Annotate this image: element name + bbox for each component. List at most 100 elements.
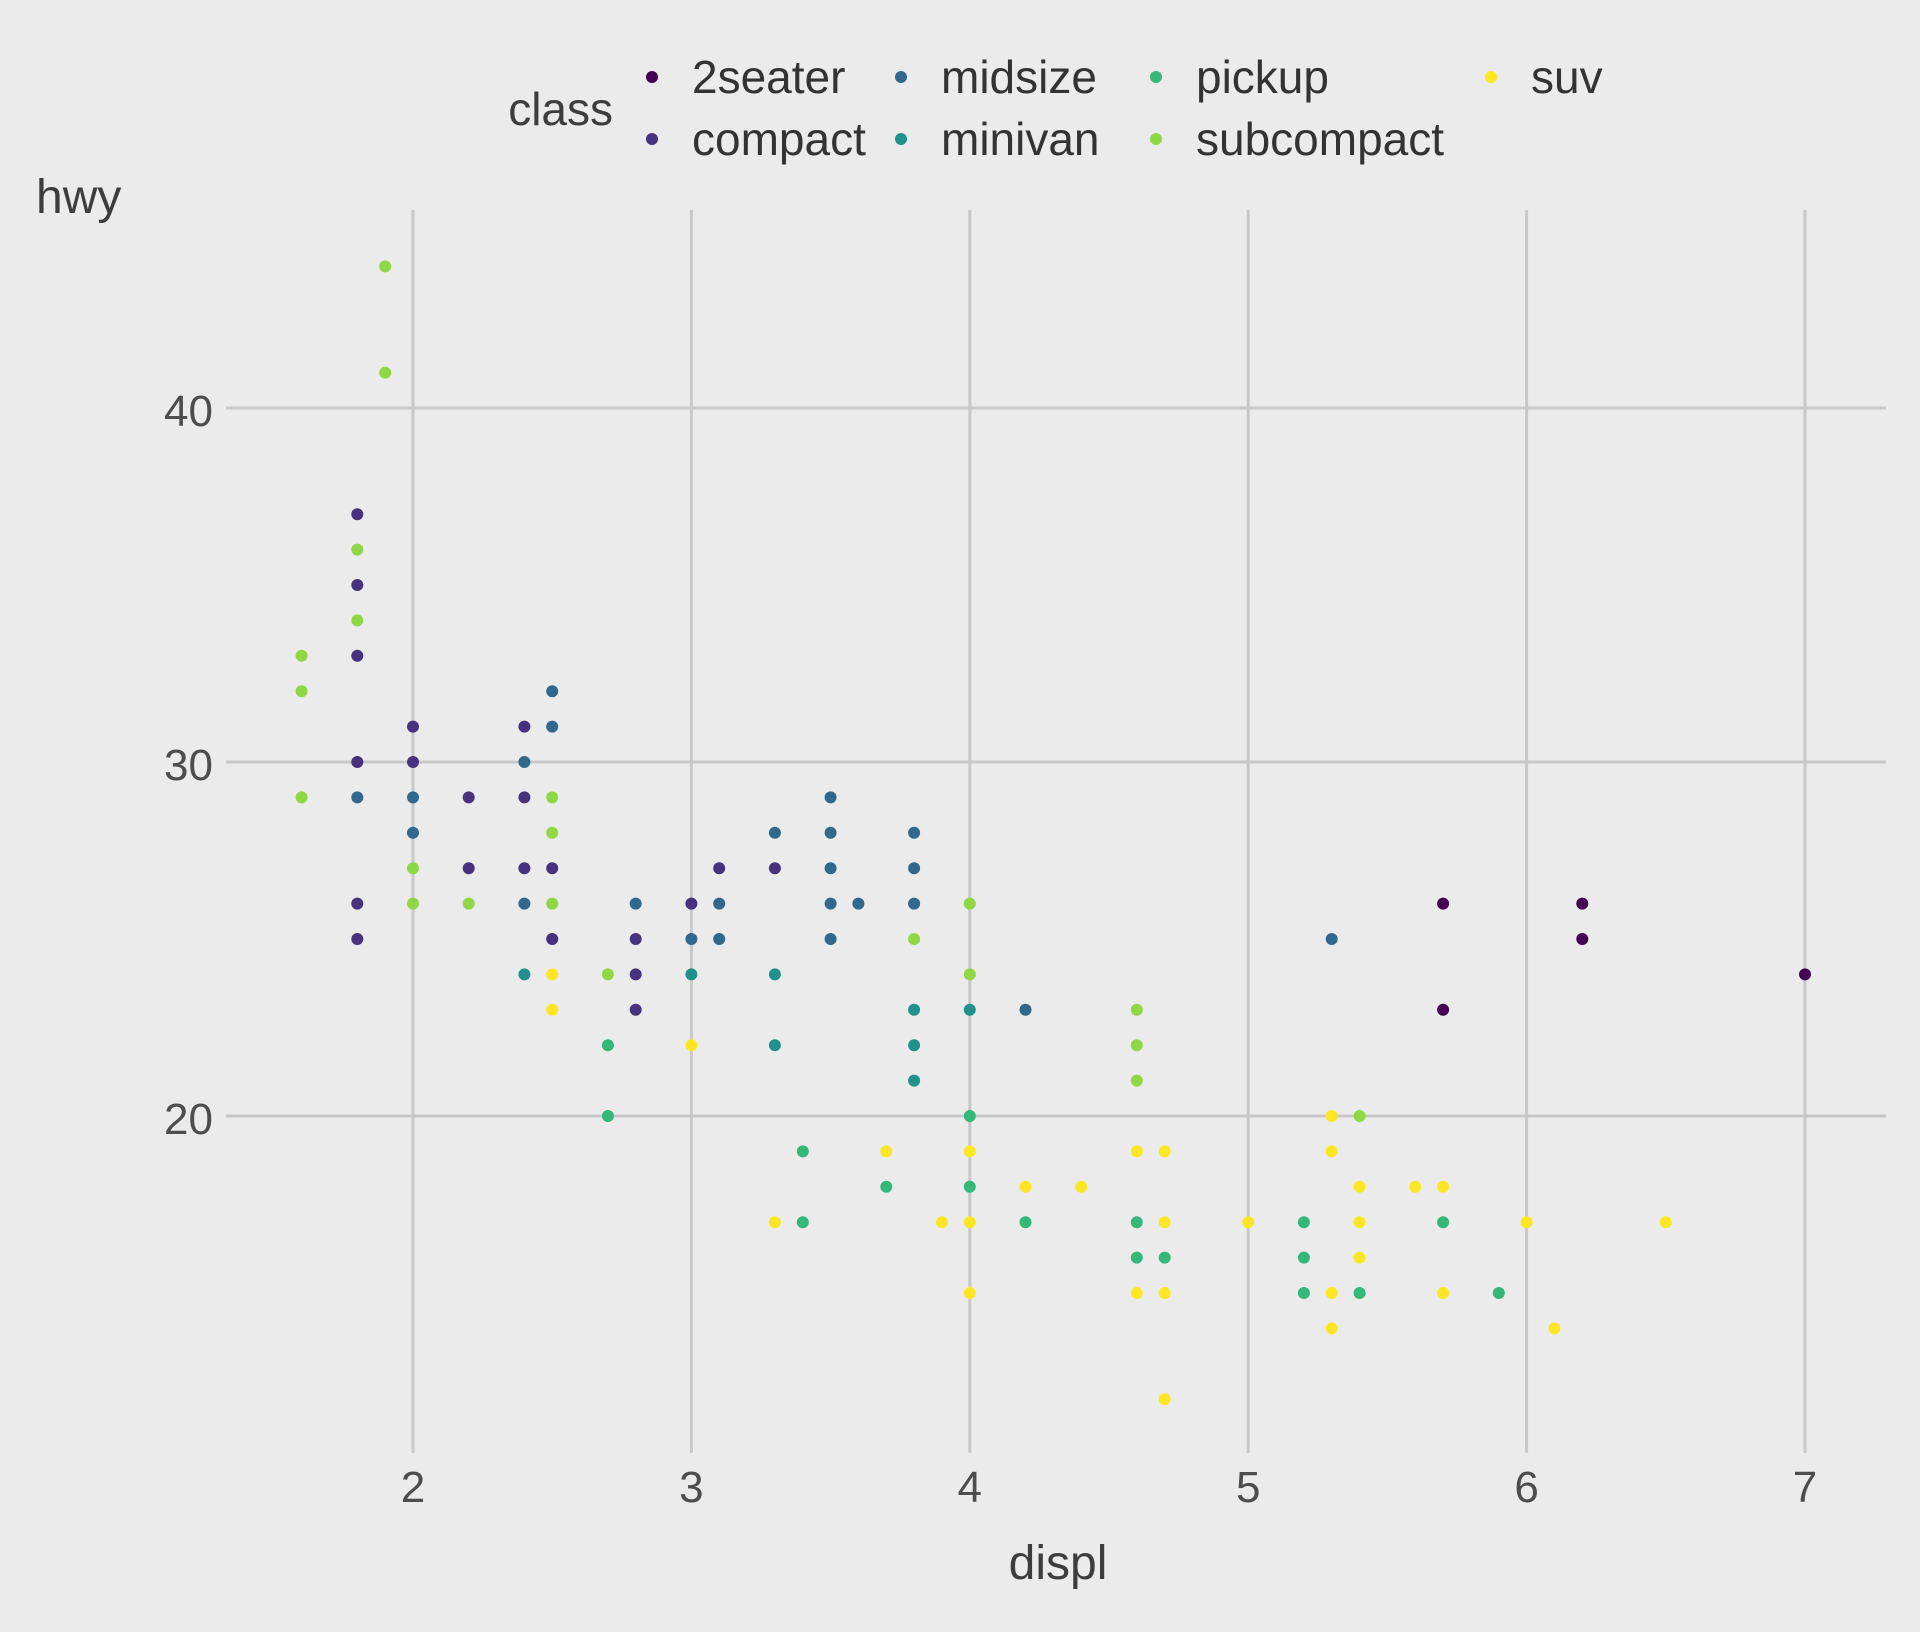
point-subcompact	[1130, 1039, 1143, 1052]
point-suv	[1325, 1287, 1338, 1299]
y-axis-title: hwy	[36, 171, 122, 224]
point-pickup	[1353, 1287, 1366, 1299]
point-suv	[1242, 1216, 1255, 1229]
x-tick-label: 6	[1514, 1463, 1539, 1512]
point-subcompact	[351, 543, 364, 556]
legend-dot-2seater	[646, 71, 658, 83]
point-pickup	[601, 1039, 614, 1052]
legend-dot-suv	[1485, 71, 1497, 83]
point-suv	[1353, 1216, 1366, 1229]
point-suv	[963, 1145, 976, 1158]
point-compact	[518, 720, 531, 733]
legend-item-subcompact: subcompact	[1150, 113, 1445, 165]
point-subcompact	[601, 968, 614, 981]
point-midsize	[824, 826, 837, 839]
point-compact	[713, 862, 726, 875]
point-suv	[1019, 1180, 1032, 1193]
point-subcompact	[908, 933, 921, 945]
point-suv	[1409, 1180, 1422, 1193]
point-compact	[768, 862, 781, 875]
point-subcompact	[379, 366, 392, 379]
point-pickup	[1130, 1216, 1143, 1229]
legend-item-minivan: minivan	[895, 113, 1100, 165]
legend-label: compact	[692, 113, 866, 165]
point-midsize	[908, 826, 921, 839]
legend-dot-pickup	[1150, 71, 1162, 83]
point-pickup	[880, 1180, 893, 1193]
point-midsize	[713, 933, 726, 945]
point-pickup	[963, 1110, 976, 1122]
x-tick-label: 2	[400, 1463, 426, 1512]
point-compact	[629, 933, 642, 945]
point-compact	[462, 791, 475, 804]
point-subcompact	[295, 791, 308, 804]
point-suv	[1130, 1287, 1143, 1299]
point-suv	[1353, 1180, 1366, 1193]
legend-dot-midsize	[895, 71, 907, 83]
point-midsize	[546, 685, 559, 698]
point-suv	[546, 968, 559, 981]
point-pickup	[1437, 1216, 1450, 1229]
point-midsize	[518, 897, 531, 910]
legend-label: minivan	[941, 113, 1100, 165]
point-subcompact	[1130, 1074, 1143, 1087]
point-minivan	[685, 968, 698, 981]
point-subcompact	[407, 862, 419, 875]
point-subcompact	[963, 968, 976, 981]
point-subcompact	[295, 649, 308, 662]
point-compact	[407, 756, 419, 768]
x-tick-label: 3	[679, 1463, 704, 1512]
point-minivan	[908, 1074, 921, 1087]
point-suv	[936, 1216, 948, 1229]
x-tick-label: 7	[1792, 1463, 1818, 1512]
point-midsize	[351, 791, 364, 804]
y-tick-label: 40	[164, 387, 213, 436]
legend-item-midsize: midsize	[895, 51, 1097, 103]
point-2seater	[1576, 933, 1589, 945]
point-pickup	[963, 1180, 976, 1193]
point-suv	[963, 1216, 976, 1229]
point-suv	[1325, 1110, 1338, 1122]
point-midsize	[824, 933, 837, 945]
point-suv	[1659, 1216, 1672, 1229]
point-suv	[1075, 1180, 1088, 1193]
legend-label: pickup	[1196, 51, 1329, 103]
point-compact	[518, 791, 531, 804]
legend-label: suv	[1531, 51, 1603, 103]
point-subcompact	[462, 897, 475, 910]
legend-title: class	[508, 83, 613, 135]
point-pickup	[796, 1145, 809, 1158]
point-subcompact	[351, 614, 364, 627]
point-compact	[546, 862, 559, 875]
point-midsize	[908, 862, 921, 875]
point-pickup	[1297, 1251, 1310, 1264]
point-minivan	[768, 1039, 781, 1052]
legend-label: 2seater	[692, 51, 846, 103]
point-compact	[546, 933, 559, 945]
point-midsize	[685, 933, 698, 945]
point-suv	[1158, 1393, 1171, 1406]
point-subcompact	[546, 897, 559, 910]
point-suv	[1158, 1287, 1171, 1299]
point-subcompact	[379, 260, 392, 273]
point-suv	[963, 1287, 976, 1299]
point-compact	[462, 862, 475, 875]
legend-item-suv: suv	[1485, 51, 1603, 103]
point-subcompact	[1353, 1110, 1366, 1122]
x-tick-label: 4	[957, 1463, 983, 1512]
point-2seater	[1799, 968, 1811, 981]
point-suv	[1520, 1216, 1533, 1229]
data-points	[295, 260, 1811, 1406]
point-suv	[880, 1145, 893, 1158]
legend-item-2seater: 2seater	[646, 51, 846, 103]
point-pickup	[601, 1110, 614, 1122]
point-midsize	[1019, 1003, 1032, 1016]
legend-item-pickup: pickup	[1150, 51, 1329, 103]
point-compact	[351, 649, 364, 662]
point-2seater	[1437, 1003, 1450, 1016]
point-suv	[685, 1039, 698, 1052]
legend: class 2seater compact midsize minivan pickup…	[0, 0, 1920, 170]
legend-label: subcompact	[1196, 113, 1445, 165]
point-minivan	[908, 1039, 921, 1052]
